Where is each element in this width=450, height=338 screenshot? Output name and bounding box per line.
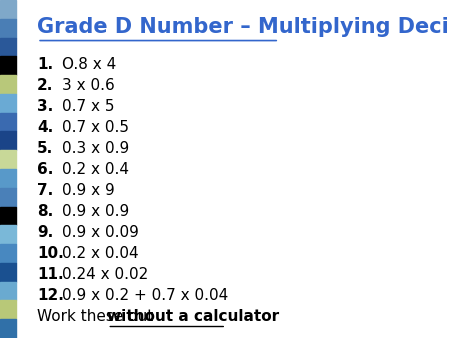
Bar	[0, 94, 16, 113]
Text: 0.9 x 9: 0.9 x 9	[62, 183, 114, 198]
Bar	[0, 75, 16, 94]
Text: 0.9 x 0.09: 0.9 x 0.09	[62, 225, 139, 240]
Bar	[0, 0, 16, 19]
Text: without a calculator: without a calculator	[108, 309, 279, 324]
Bar	[0, 169, 16, 188]
Bar	[0, 263, 16, 282]
Text: 0.3 x 0.9: 0.3 x 0.9	[62, 141, 129, 156]
Bar	[0, 188, 16, 207]
Text: 11.: 11.	[37, 267, 64, 282]
Bar	[0, 131, 16, 150]
Text: 12.: 12.	[37, 288, 64, 303]
Text: 1.: 1.	[37, 57, 54, 72]
Text: 6.: 6.	[37, 162, 54, 177]
Text: 0.7 x 0.5: 0.7 x 0.5	[62, 120, 129, 135]
Text: Grade D Number – Multiplying Decimals: Grade D Number – Multiplying Decimals	[37, 17, 450, 37]
Text: 4.: 4.	[37, 120, 54, 135]
Bar	[0, 150, 16, 169]
Text: 8.: 8.	[37, 204, 54, 219]
Bar	[0, 19, 16, 38]
Text: 0.7 x 5: 0.7 x 5	[62, 99, 114, 114]
Text: O.8 x 4: O.8 x 4	[62, 57, 116, 72]
Text: 3 x 0.6: 3 x 0.6	[62, 78, 114, 93]
Text: 0.2 x 0.04: 0.2 x 0.04	[62, 246, 138, 261]
Text: 5.: 5.	[37, 141, 54, 156]
Text: 7.: 7.	[37, 183, 54, 198]
Text: 0.2 x 0.4: 0.2 x 0.4	[62, 162, 129, 177]
Text: 10.: 10.	[37, 246, 64, 261]
Text: Work these out: Work these out	[37, 309, 158, 324]
Bar	[0, 38, 16, 56]
Bar	[0, 113, 16, 131]
Bar	[0, 244, 16, 263]
Bar	[0, 282, 16, 300]
Bar	[0, 207, 16, 225]
Text: 0.9 x 0.9: 0.9 x 0.9	[62, 204, 129, 219]
Text: 3.: 3.	[37, 99, 54, 114]
Text: 0.9 x 0.2 + 0.7 x 0.04: 0.9 x 0.2 + 0.7 x 0.04	[62, 288, 228, 303]
Bar	[0, 225, 16, 244]
Text: 2.: 2.	[37, 78, 54, 93]
Bar	[0, 56, 16, 75]
Bar	[0, 300, 16, 319]
Bar	[0, 319, 16, 338]
Text: 0.24 x 0.02: 0.24 x 0.02	[62, 267, 148, 282]
Text: 9.: 9.	[37, 225, 54, 240]
